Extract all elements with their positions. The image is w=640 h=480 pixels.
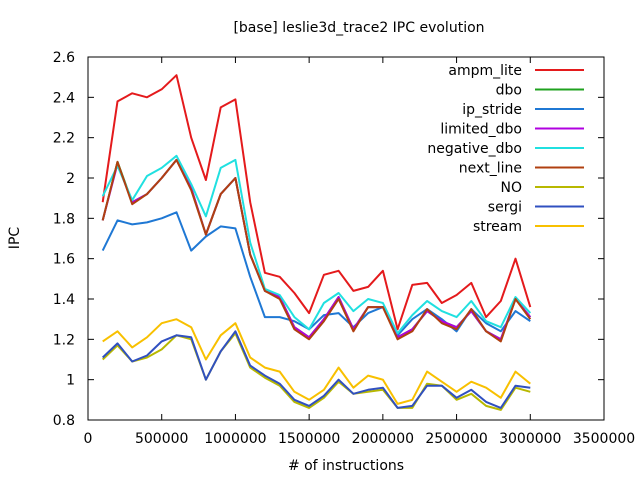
y-tick-label: 2.4 xyxy=(53,90,75,106)
series-lines xyxy=(101,74,532,411)
y-tick-label: 1.4 xyxy=(53,292,75,308)
y-tick-label: 1.6 xyxy=(53,252,75,268)
y-tick-label: 1.2 xyxy=(53,332,75,348)
legend-label-next-line: next_line xyxy=(459,161,522,177)
y-axis-label: IPC xyxy=(7,227,23,250)
series-line-dbo xyxy=(101,158,532,341)
x-tick-label: 500000 xyxy=(135,431,188,447)
legend-label-dbo: dbo xyxy=(496,83,522,99)
legend-label-limited-dbo: limited_dbo xyxy=(440,122,522,138)
x-tick-label: 2000000 xyxy=(352,431,414,447)
x-tick-label: 1500000 xyxy=(278,431,340,447)
legend-label-ip-stride: ip_stride xyxy=(462,102,522,118)
y-tick-label: 2.6 xyxy=(53,50,75,66)
series-line-sergi xyxy=(102,330,531,409)
y-tick-label: 1 xyxy=(66,373,75,389)
legend-label-sergi: sergi xyxy=(488,200,522,216)
series-line-ampm-lite xyxy=(101,74,532,331)
legend-label-stream: stream xyxy=(473,219,522,235)
plot-frame xyxy=(87,56,605,421)
legend-label-no: NO xyxy=(501,180,523,196)
series-line-no xyxy=(102,332,531,411)
y-tick-label: 1.8 xyxy=(53,211,75,227)
x-tick-label: 2500000 xyxy=(425,431,487,447)
y-tick-label: 2 xyxy=(66,171,75,187)
y-tick-label: 0.8 xyxy=(53,413,75,429)
x-tick-label: 3000000 xyxy=(499,431,561,447)
legend-label-ampm-lite: ampm_lite xyxy=(448,63,522,79)
x-tick-label: 1000000 xyxy=(204,431,266,447)
series-line-negative-dbo xyxy=(101,154,532,335)
series-line-next-line xyxy=(101,158,532,343)
series-line-stream xyxy=(102,318,531,405)
x-tick-label: 3500000 xyxy=(573,431,635,447)
x-axis-label: # of instructions xyxy=(288,458,404,474)
axes: 0 500000 1000000 1500000 2000000 2500000 30000… xyxy=(53,50,635,447)
legend-label-negative-dbo: negative_dbo xyxy=(427,141,522,157)
y-tick-label: 2.2 xyxy=(53,131,75,147)
chart-title: [base] leslie3d_trace2 IPC evolution xyxy=(233,20,484,36)
series-line-limited-dbo xyxy=(101,158,532,341)
x-tick-label: 0 xyxy=(84,431,93,447)
